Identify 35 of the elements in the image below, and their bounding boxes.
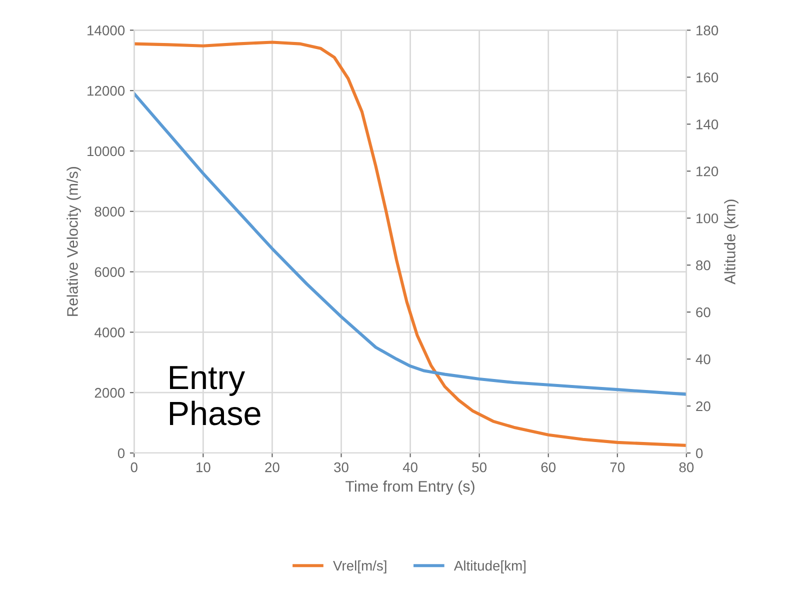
- y-tick-label: 6000: [94, 267, 125, 277]
- y-axis-title: Relative Velocity (m/s): [66, 166, 81, 316]
- legend-label: Altitude[km]: [454, 560, 526, 574]
- y-tick-label: 8000: [94, 206, 125, 217]
- x-tick-label: 0: [130, 462, 138, 472]
- y2-tick-label: 80: [696, 260, 710, 270]
- y2-tick-label: 160: [696, 72, 718, 82]
- line-series: [134, 40, 686, 447]
- y-tick-label: 0: [118, 448, 125, 458]
- y2-tick-label: 20: [696, 401, 710, 412]
- y2-tick-label: 60: [696, 307, 710, 318]
- y2-tick-label: 120: [696, 166, 718, 176]
- x-tick-label: 40: [402, 462, 418, 472]
- y-tick-label: 10000: [88, 146, 125, 156]
- x-tick-label: 30: [334, 462, 348, 472]
- y2-tick-label: 180: [696, 26, 718, 36]
- y-tick-label: 2000: [94, 388, 125, 398]
- line-series: [134, 92, 686, 396]
- y2-tick-label: 40: [696, 354, 710, 364]
- y-tick-label: 14000: [88, 26, 125, 36]
- x-tick-label: 80: [679, 462, 694, 472]
- y2-tick-label: 140: [696, 119, 718, 130]
- legend-label: Vrel[m/s]: [333, 560, 386, 574]
- y2-tick-label: 100: [696, 213, 718, 224]
- x-tick-label: 10: [196, 462, 210, 472]
- y-tick-label: 12000: [88, 86, 125, 96]
- x-tick-label: 60: [541, 462, 556, 472]
- y-tick-label: 4000: [94, 328, 125, 338]
- x-tick-label: 70: [610, 462, 625, 472]
- annotation: Entry Phase: [170, 366, 260, 426]
- y2-tick-label: 0: [696, 448, 703, 458]
- x-tick-label: 20: [265, 462, 280, 472]
- y2-axis-title: Altitude (km): [724, 200, 738, 284]
- x-tick-label: 50: [472, 462, 486, 472]
- x-axis-title: Time from Entry (s): [346, 480, 474, 495]
